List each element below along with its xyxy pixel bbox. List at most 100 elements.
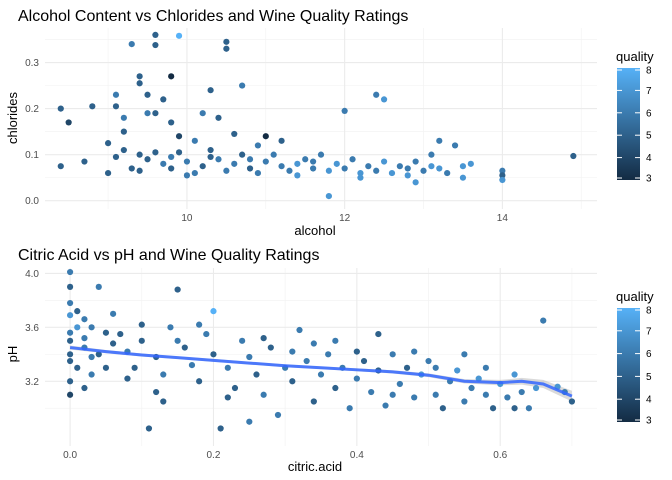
data-point bbox=[66, 357, 74, 365]
data-point bbox=[289, 348, 296, 355]
data-point bbox=[373, 91, 380, 98]
data-point bbox=[332, 384, 339, 392]
x-tick-label: 10 bbox=[181, 213, 193, 224]
data-point bbox=[451, 142, 459, 149]
data-point bbox=[375, 330, 382, 338]
data-point bbox=[499, 167, 506, 174]
data-point bbox=[152, 41, 159, 49]
data-point bbox=[152, 110, 159, 117]
chart-2-y-ticks: 3.2 3.6 4.0 bbox=[25, 269, 39, 388]
data-point bbox=[231, 384, 239, 392]
data-point bbox=[102, 364, 110, 371]
chart-2-colorbar bbox=[617, 308, 640, 422]
data-point bbox=[66, 337, 74, 344]
legend-tick-label: 4 bbox=[646, 153, 652, 164]
data-point bbox=[210, 351, 217, 358]
data-point bbox=[570, 152, 577, 160]
data-point bbox=[412, 158, 419, 165]
data-point bbox=[540, 317, 547, 324]
data-point bbox=[459, 174, 467, 181]
data-point bbox=[411, 394, 418, 401]
data-point bbox=[302, 156, 309, 163]
data-point bbox=[120, 146, 127, 154]
data-point bbox=[325, 167, 332, 174]
data-point bbox=[168, 153, 175, 161]
x-tick-label: 0.4 bbox=[350, 450, 364, 461]
data-point bbox=[468, 384, 475, 392]
chart-2-smooth-line bbox=[69, 346, 573, 398]
data-point bbox=[117, 330, 124, 338]
data-point bbox=[380, 96, 388, 103]
data-point bbox=[260, 391, 267, 398]
data-point bbox=[231, 160, 238, 167]
data-point bbox=[207, 146, 214, 154]
data-point bbox=[568, 398, 576, 405]
data-point bbox=[89, 103, 96, 110]
data-point bbox=[88, 324, 95, 331]
data-point bbox=[246, 165, 254, 172]
data-point bbox=[428, 151, 435, 158]
data-point bbox=[102, 329, 110, 336]
data-point bbox=[396, 163, 403, 170]
chart-2-title: Citric Acid vs pH and Wine Quality Ratin… bbox=[18, 247, 319, 264]
chart-2-y-axis-title: pH bbox=[5, 346, 20, 363]
data-point bbox=[81, 384, 88, 392]
data-point bbox=[325, 193, 332, 200]
data-point bbox=[88, 371, 95, 378]
x-tick-label: 0.2 bbox=[207, 450, 221, 461]
data-point bbox=[120, 128, 127, 135]
data-point bbox=[325, 351, 332, 358]
legend-tick-label: 6 bbox=[646, 108, 652, 119]
data-point bbox=[444, 169, 451, 177]
data-point bbox=[210, 308, 217, 315]
data-point bbox=[246, 353, 253, 361]
legend-tick-label: 8 bbox=[646, 66, 652, 77]
data-point bbox=[74, 364, 81, 371]
data-point bbox=[349, 156, 356, 163]
data-point bbox=[88, 353, 95, 361]
data-point bbox=[207, 87, 214, 94]
data-point bbox=[341, 165, 348, 172]
data-point bbox=[175, 32, 183, 39]
chart-1-legend-title: quality bbox=[616, 49, 654, 64]
chart-1-points bbox=[57, 31, 577, 200]
legend-tick-label: 3 bbox=[646, 416, 652, 427]
data-point bbox=[191, 137, 198, 144]
data-point bbox=[482, 391, 489, 398]
legend-tick-label: 6 bbox=[646, 349, 652, 360]
data-point bbox=[153, 388, 160, 396]
data-point bbox=[254, 169, 262, 177]
data-point bbox=[404, 165, 411, 172]
data-point bbox=[253, 371, 260, 378]
data-point bbox=[138, 337, 145, 344]
data-point bbox=[174, 286, 181, 293]
data-point bbox=[246, 156, 254, 163]
data-point bbox=[357, 169, 364, 177]
data-point bbox=[254, 142, 262, 149]
y-tick-label: 3.6 bbox=[25, 323, 39, 334]
data-point bbox=[388, 169, 396, 177]
data-point bbox=[128, 165, 135, 172]
legend-tick-label: 4 bbox=[646, 395, 652, 406]
data-point bbox=[353, 348, 360, 355]
chart-2-points bbox=[66, 268, 576, 432]
data-point bbox=[296, 326, 303, 334]
data-point bbox=[66, 391, 74, 398]
chart-1-x-axis-title: alcohol bbox=[294, 223, 335, 238]
data-point bbox=[196, 321, 203, 328]
data-point bbox=[231, 130, 238, 138]
data-point bbox=[120, 114, 127, 121]
data-point bbox=[160, 96, 167, 103]
data-point bbox=[278, 163, 285, 170]
data-point bbox=[144, 91, 151, 98]
data-point bbox=[215, 114, 222, 121]
data-point bbox=[436, 137, 443, 144]
data-point bbox=[167, 324, 174, 331]
data-point bbox=[294, 172, 301, 179]
data-point bbox=[310, 398, 317, 405]
data-point bbox=[357, 174, 364, 181]
data-point bbox=[412, 179, 419, 186]
data-point bbox=[489, 405, 497, 412]
data-point bbox=[360, 357, 368, 365]
data-point bbox=[57, 163, 64, 170]
